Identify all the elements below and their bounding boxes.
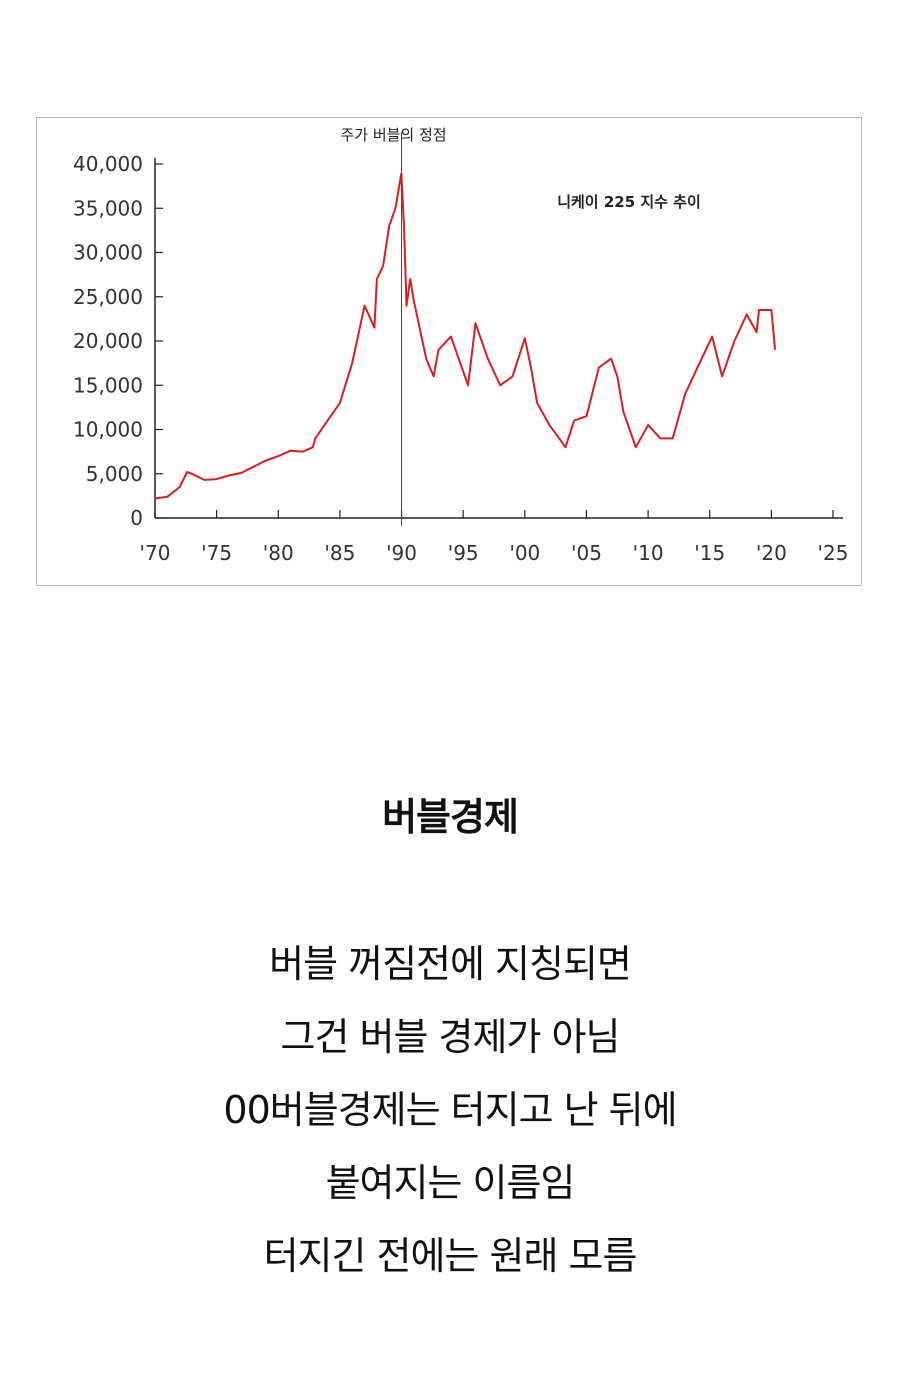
x-tick-label: '75 xyxy=(201,541,232,565)
body-line-3: 00버블경제는 터지고 난 뒤에 xyxy=(223,1088,677,1132)
x-tick-label: '80 xyxy=(263,541,294,565)
x-tick-label: '15 xyxy=(694,541,725,565)
chart-title: 니케이 225 지수 추이 xyxy=(557,193,701,211)
x-tick-label: '05 xyxy=(571,541,602,565)
body-line-1: 버블 꺼짐전에 지칭되면 xyxy=(269,942,632,986)
y-tick-label: 0 xyxy=(130,506,143,530)
y-tick-label: 25,000 xyxy=(73,285,143,309)
y-tick-label: 30,000 xyxy=(73,241,143,265)
y-tick-label: 5,000 xyxy=(86,462,143,486)
x-tick-label: '10 xyxy=(633,541,664,565)
body-line-5: 터지긴 전에는 원래 모름 xyxy=(263,1234,638,1278)
x-tick-label: '85 xyxy=(324,541,355,565)
x-tick-label: '90 xyxy=(386,541,417,565)
y-tick-label: 40,000 xyxy=(73,152,143,176)
y-tick-label: 20,000 xyxy=(73,329,143,353)
peak-annotation: 주가 버블의 정점 xyxy=(340,126,446,144)
series-line-1 xyxy=(154,172,777,500)
y-tick-label: 35,000 xyxy=(73,196,143,220)
body-line-2: 그건 버블 경제가 아님 xyxy=(280,1015,621,1059)
y-tick-label: 15,000 xyxy=(73,373,143,397)
headline: 버블경제 xyxy=(382,795,519,839)
x-tick-label: '20 xyxy=(756,541,787,565)
body-text: 버블 꺼짐전에 지칭되면 그건 버블 경제가 아님 00버블경제는 터지고 난 … xyxy=(0,928,900,1293)
x-tick-label: '25 xyxy=(818,541,849,565)
chart-panel: '70 '75 '80 '85 '90 '95 '00 '05 '10 '15 '20 '25 0 5,0… xyxy=(36,117,862,586)
x-tick-label: '00 xyxy=(509,541,540,565)
x-tick-label: '70 xyxy=(140,541,171,565)
body-line-4: 붙여지는 이름임 xyxy=(325,1161,576,1205)
x-tick-label: '95 xyxy=(448,541,479,565)
nikkei-line-chart: '70 '75 '80 '85 '90 '95 '00 '05 '10 '15 '20 '25 0 5,0… xyxy=(73,126,849,565)
y-tick-label: 10,000 xyxy=(73,418,143,442)
